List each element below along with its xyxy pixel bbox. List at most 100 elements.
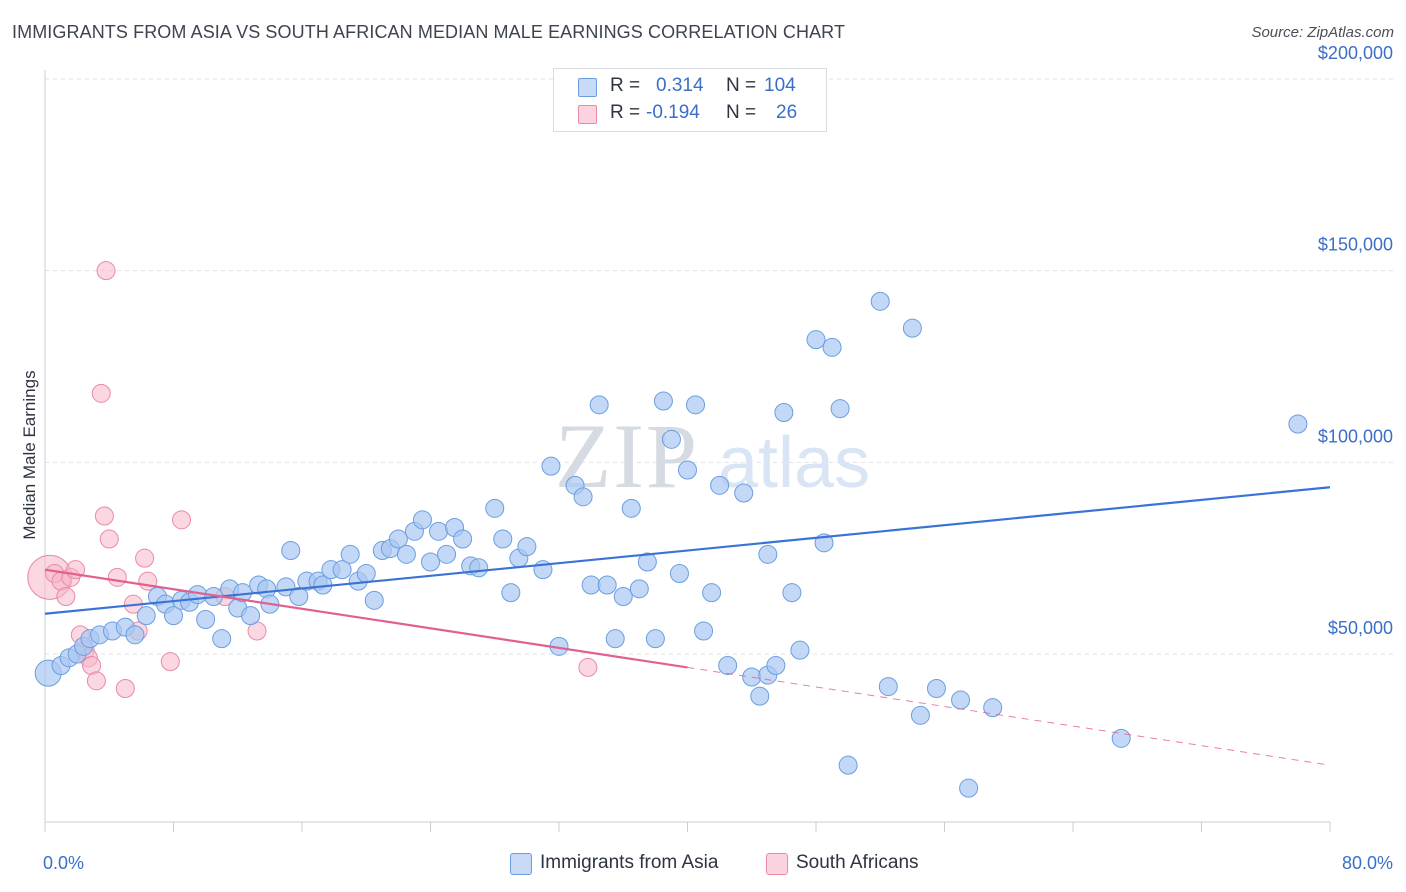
data-point-immigrants-from-asia xyxy=(710,475,730,495)
legend-n-value: 104 xyxy=(764,75,796,96)
data-point-immigrants-from-asia xyxy=(758,544,778,564)
data-point-immigrants-from-asia xyxy=(469,558,489,578)
data-point-south-africans xyxy=(160,652,180,672)
trend-line-immigrants-from-asia xyxy=(44,486,1331,615)
bottom-legend-swatch-south-africans xyxy=(766,853,788,875)
data-point-immigrants-from-asia xyxy=(356,564,376,583)
data-point-south-africans xyxy=(86,671,106,691)
data-point-immigrants-from-asia xyxy=(281,541,301,560)
data-point-immigrants-from-asia xyxy=(257,579,277,599)
data-point-immigrants-from-asia xyxy=(645,629,665,649)
legend-swatch-asia xyxy=(578,78,597,97)
trend-lines xyxy=(44,486,1331,766)
data-point-immigrants-from-asia xyxy=(910,705,930,725)
data-point-immigrants-from-asia xyxy=(589,395,609,415)
tick-labels: $50,000 $100,000 $150,000 $200,000 0.0% 80.0% xyxy=(43,43,1393,873)
data-point-south-africans xyxy=(138,571,158,591)
data-point-immigrants-from-asia xyxy=(870,291,890,311)
data-point-immigrants-from-asia xyxy=(806,330,826,350)
bottom-legend-label-asia: Immigrants from Asia xyxy=(540,852,719,873)
data-point-immigrants-from-asia xyxy=(830,399,850,419)
y-tick-label: $150,000 xyxy=(1318,235,1393,255)
legend-n-value: 26 xyxy=(776,102,798,123)
bottom-legend-label-south-africans: South Africans xyxy=(796,852,919,873)
legend-r-value: 0.314 xyxy=(656,75,704,96)
legend-r-label: R = xyxy=(610,102,641,123)
data-point-immigrants-from-asia xyxy=(838,755,858,775)
legend-n-label: N = xyxy=(726,75,757,96)
data-point-immigrants-from-asia xyxy=(597,575,617,595)
data-point-immigrants-from-asia xyxy=(485,498,505,518)
data-point-immigrants-from-asia xyxy=(782,583,802,603)
data-point-immigrants-from-asia xyxy=(493,529,513,549)
data-point-immigrants-from-asia xyxy=(388,529,408,549)
data-point-immigrants-from-asia xyxy=(766,656,786,675)
data-point-immigrants-from-asia xyxy=(437,544,457,564)
data-point-immigrants-from-asia xyxy=(637,552,657,572)
data-point-immigrants-from-asia xyxy=(669,564,689,583)
data-point-immigrants-from-asia xyxy=(959,778,979,798)
y-tick-label: $50,000 xyxy=(1328,618,1393,638)
trend-line-south-africans xyxy=(44,568,688,669)
watermark: ZIP atlas xyxy=(555,405,870,507)
data-point-immigrants-from-asia xyxy=(702,583,722,603)
axes xyxy=(44,70,1331,832)
data-point-south-africans xyxy=(96,261,116,281)
data-point-south-africans xyxy=(107,567,127,587)
series-immigrants-from-asia xyxy=(34,291,1308,798)
data-point-immigrants-from-asia xyxy=(136,606,156,626)
y-tick-label: $200,000 xyxy=(1318,43,1393,63)
data-point-immigrants-from-asia xyxy=(501,583,521,603)
grid-lines xyxy=(45,78,1395,655)
data-point-immigrants-from-asia xyxy=(694,621,714,641)
legend-r-value: -0.194 xyxy=(646,102,700,123)
legend-n-label: N = xyxy=(726,102,757,123)
data-point-immigrants-from-asia xyxy=(774,403,794,422)
chart-source: Source: ZipAtlas.com xyxy=(1251,24,1394,41)
data-point-immigrants-from-asia xyxy=(742,667,762,687)
data-point-immigrants-from-asia xyxy=(661,429,681,449)
data-point-immigrants-from-asia xyxy=(421,552,440,572)
data-point-immigrants-from-asia xyxy=(332,560,352,580)
data-point-immigrants-from-asia xyxy=(340,544,360,564)
data-point-immigrants-from-asia xyxy=(212,629,232,649)
x-tick-label: 80.0% xyxy=(1342,853,1393,873)
data-point-immigrants-from-asia xyxy=(541,456,561,476)
data-point-immigrants-from-asia xyxy=(364,590,384,610)
data-point-south-africans xyxy=(94,506,114,526)
y-axis-label: Median Male Earnings xyxy=(20,370,39,539)
data-point-immigrants-from-asia xyxy=(429,521,449,541)
bottom-legend-swatch-asia xyxy=(510,853,532,875)
data-point-immigrants-from-asia xyxy=(396,544,416,564)
data-point-immigrants-from-asia xyxy=(653,391,673,411)
legend-swatch-south-africans xyxy=(578,105,597,124)
data-point-immigrants-from-asia xyxy=(125,625,145,645)
data-point-immigrants-from-asia xyxy=(750,686,770,706)
data-point-immigrants-from-asia xyxy=(822,337,842,357)
data-point-immigrants-from-asia xyxy=(605,629,625,649)
data-point-immigrants-from-asia xyxy=(613,587,633,606)
data-point-immigrants-from-asia xyxy=(878,677,898,697)
data-point-immigrants-from-asia xyxy=(289,587,309,606)
data-point-south-africans xyxy=(172,510,192,530)
x-tick-label: 0.0% xyxy=(43,853,84,873)
data-point-immigrants-from-asia xyxy=(241,606,261,626)
data-point-south-africans xyxy=(91,383,111,403)
data-point-south-africans xyxy=(135,548,155,568)
data-point-immigrants-from-asia xyxy=(573,487,593,507)
data-point-immigrants-from-asia xyxy=(453,529,473,549)
data-point-south-africans xyxy=(56,587,76,606)
data-point-immigrants-from-asia xyxy=(983,698,1003,718)
data-point-immigrants-from-asia xyxy=(926,679,946,698)
data-point-immigrants-from-asia xyxy=(164,606,183,626)
data-point-immigrants-from-asia xyxy=(412,510,432,530)
data-point-immigrants-from-asia xyxy=(517,537,537,557)
data-point-immigrants-from-asia xyxy=(790,640,810,660)
data-point-immigrants-from-asia xyxy=(718,656,738,675)
data-point-immigrants-from-asia xyxy=(629,579,649,599)
data-point-south-africans xyxy=(115,679,135,698)
y-tick-label: $100,000 xyxy=(1318,426,1393,446)
data-point-immigrants-from-asia xyxy=(1288,414,1308,434)
data-point-immigrants-from-asia xyxy=(621,498,641,518)
